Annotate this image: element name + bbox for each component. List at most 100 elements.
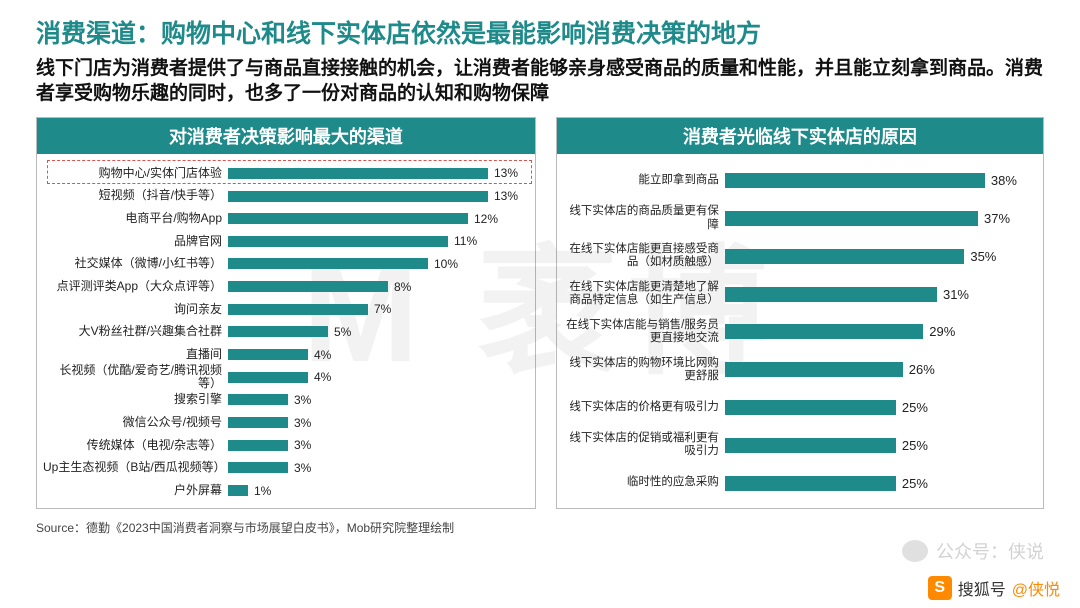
bar [228, 462, 288, 473]
bar [228, 191, 488, 202]
bar-value: 13% [494, 166, 518, 180]
bar-label: 线下实体店的购物环境比网购更舒服 [563, 357, 725, 383]
bar [228, 440, 288, 451]
bar-track: 1% [228, 480, 525, 502]
left-chart-title: 对消费者决策影响最大的渠道 [37, 118, 535, 154]
bar [228, 326, 328, 337]
bar-value: 1% [254, 484, 271, 498]
sohu-watermark: S 搜狐号 @侠悦 [928, 576, 1060, 600]
bar-label: 搜索引擎 [43, 393, 228, 406]
bar-track: 29% [725, 313, 1033, 350]
bar-label: 品牌官网 [43, 235, 228, 248]
bar-label: 在线下实体店能与销售/服务员更直接地交流 [563, 319, 725, 345]
bar-value: 38% [991, 173, 1017, 188]
bar-track: 4% [228, 366, 525, 388]
bar-track: 3% [228, 389, 525, 411]
bar-value: 3% [294, 461, 311, 475]
bar-track: 4% [228, 344, 525, 366]
chart-row: 线下实体店的价格更有吸引力 25% [563, 389, 1033, 426]
chart-row: 短视频（抖音/快手等） 13% [43, 185, 525, 207]
bar-label: 点评测评类App（大众点评等） [43, 280, 228, 293]
bar-value: 3% [294, 438, 311, 452]
bar-track: 3% [228, 457, 525, 479]
bar-value: 25% [902, 438, 928, 453]
bar-value: 31% [943, 287, 969, 302]
bar [228, 304, 368, 315]
sohu-logo-icon: S [928, 576, 952, 600]
bar-label: Up主生态视频（B站/西瓜视频等） [43, 461, 228, 474]
bar [725, 287, 937, 302]
bar [725, 249, 964, 264]
wechat-watermark: 公众号：侠说 [902, 538, 1044, 564]
chart-row: 询问亲友 7% [43, 298, 525, 320]
bar-value: 3% [294, 416, 311, 430]
chart-row: 线下实体店的商品质量更有保障 37% [563, 200, 1033, 237]
bar-label: 在线下实体店能更直接感受商品（如材质触感） [563, 243, 725, 269]
bar [725, 173, 985, 188]
left-chart-body: 购物中心/实体门店体验 13% 短视频（抖音/快手等） 13% 电商平台/购物App 12… [37, 154, 535, 510]
bar [228, 258, 428, 269]
bar-track: 12% [228, 208, 525, 230]
bar-label: 购物中心/实体门店体验 [43, 167, 228, 180]
chart-row: Up主生态视频（B站/西瓜视频等） 3% [43, 457, 525, 479]
bar-track: 3% [228, 412, 525, 434]
chart-row: 在线下实体店能与销售/服务员更直接地交流29% [563, 313, 1033, 350]
chart-row: 购物中心/实体门店体验 13% [43, 162, 525, 184]
chart-row: 微信公众号/视频号 3% [43, 412, 525, 434]
chart-row: 点评测评类App（大众点评等） 8% [43, 276, 525, 298]
bar-label: 电商平台/购物App [43, 212, 228, 225]
right-chart-panel: 消费者光临线下实体店的原因 能立即拿到商品38% 线下实体店的商品质量更有保障 37… [556, 117, 1044, 509]
bar-value: 13% [494, 189, 518, 203]
bar-label: 线下实体店的价格更有吸引力 [563, 401, 725, 414]
bar-value: 7% [374, 302, 391, 316]
bar-label: 微信公众号/视频号 [43, 416, 228, 429]
sohu-watermark-handle: @侠悦 [1012, 576, 1060, 600]
bar-value: 3% [294, 393, 311, 407]
chart-row: 户外屏幕 1% [43, 480, 525, 502]
bar-track: 11% [228, 230, 525, 252]
bar [725, 211, 978, 226]
bar [725, 324, 923, 339]
bar-track: 25% [725, 465, 1033, 502]
bar [228, 213, 468, 224]
bar [228, 485, 248, 496]
bar [228, 281, 388, 292]
bar-label: 直播间 [43, 348, 228, 361]
bar-value: 8% [394, 280, 411, 294]
chart-row: 在线下实体店能更直接感受商品（如材质触感） 35% [563, 238, 1033, 275]
source-footnote: Source：德勤《2023中国消费者洞察与市场展望白皮书》，Mob研究院整理绘… [36, 519, 1044, 536]
bar-value: 25% [902, 400, 928, 415]
bar [725, 438, 896, 453]
bar-track: 3% [228, 434, 525, 456]
bar [228, 417, 288, 428]
bar-label: 线下实体店的商品质量更有保障 [563, 205, 725, 231]
bar-track: 26% [725, 351, 1033, 388]
bar-label: 社交媒体（微博/小红书等） [43, 257, 228, 270]
bar-track: 13% [228, 162, 525, 184]
bar-track: 13% [228, 185, 525, 207]
bar-label: 询问亲友 [43, 303, 228, 316]
bar [725, 362, 903, 377]
chart-row: 临时性的应急采购25% [563, 465, 1033, 502]
bar-track: 37% [725, 200, 1033, 237]
sohu-watermark-prefix: 搜狐号 [958, 576, 1006, 600]
chart-row: 能立即拿到商品38% [563, 162, 1033, 199]
bar-label: 户外屏幕 [43, 484, 228, 497]
bar-track: 25% [725, 427, 1033, 464]
slide: 消费渠道：购物中心和线下实体店依然是最能影响消费决策的地方 线下门店为消费者提供… [0, 0, 1080, 546]
chart-row: 传统媒体（电视/杂志等）3% [43, 434, 525, 456]
wechat-watermark-text: 公众号：侠说 [936, 538, 1044, 564]
slide-subtitle: 线下门店为消费者提供了与商品直接接触的机会，让消费者能够亲身感受商品的质量和性能… [36, 56, 1044, 107]
right-chart-title: 消费者光临线下实体店的原因 [557, 118, 1043, 154]
bar-value: 4% [314, 370, 331, 384]
bar-value: 37% [984, 211, 1010, 226]
bar [725, 476, 896, 491]
bar-value: 35% [970, 249, 996, 264]
bar [228, 394, 288, 405]
bar-label: 短视频（抖音/快手等） [43, 189, 228, 202]
bar-track: 10% [228, 253, 525, 275]
bar-value: 5% [334, 325, 351, 339]
bar-value: 12% [474, 212, 498, 226]
wechat-icon [902, 540, 928, 562]
bar-value: 11% [454, 234, 477, 248]
